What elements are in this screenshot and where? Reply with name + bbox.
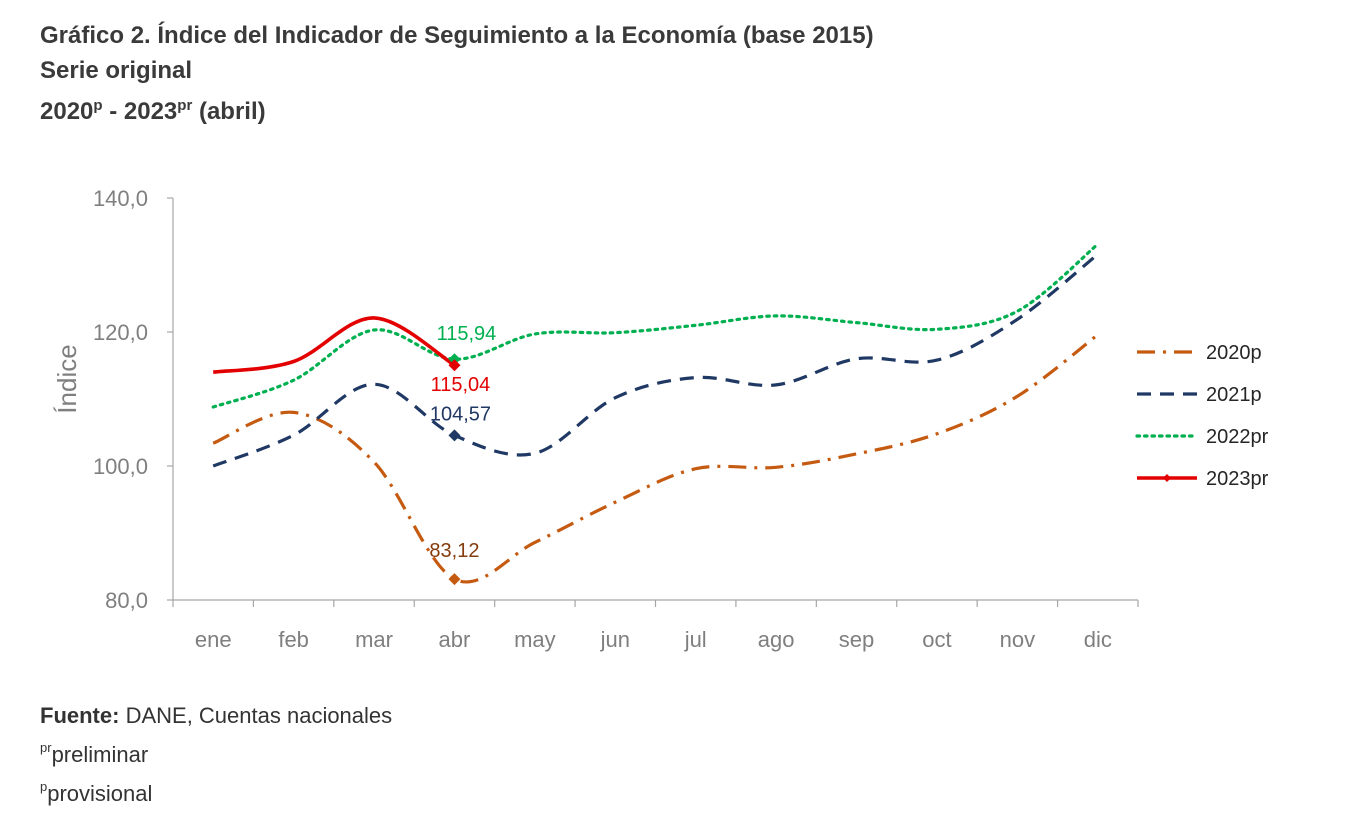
x-tick-label: feb [278,627,309,652]
data-point-2022pr [448,353,461,366]
x-tick-label: mar [355,627,393,652]
data-label-2022pr: 115,94 [437,323,497,345]
legend-label-2022pr: 2022pr [1206,426,1269,448]
x-tick-label: sep [839,627,874,652]
chart-footer: Fuente: DANE, Cuentas nacionales prpreli… [40,700,392,810]
legend-marker-2023pr [1163,474,1171,482]
series-line-2022pr [211,242,1100,409]
data-label-2023pr: 115,04 [431,374,491,396]
data-label-2020p: 83,12 [429,540,479,562]
data-point-2021p [448,429,461,442]
y-tick-label: 80,0 [105,588,148,613]
y-tick-label: 120,0 [93,320,148,345]
x-tick-label: may [514,627,556,652]
chart-period: 2020p - 2023pr (abril) [40,97,266,125]
data-point-2023pr [448,359,461,372]
x-tick-label: jul [684,627,707,652]
x-tick-label: ago [758,627,795,652]
y-axis-title: Índice [52,344,82,413]
x-tick-label: oct [922,627,951,652]
x-tick-label: jun [600,627,630,652]
series-line-2023pr [212,316,456,374]
source-note: Fuente: DANE, Cuentas nacionales [40,703,393,728]
series-line-2020p [212,333,1099,584]
y-tick-label: 140,0 [93,186,148,211]
x-tick-label: dic [1084,627,1112,652]
chart-title-block: Gráfico 2. Índice del Indicador de Segui… [40,18,874,129]
chart-subtitle: Serie original [40,57,193,84]
x-tick-label: nov [1000,627,1035,652]
data-label-2021p: 104,57 [430,403,491,425]
provisional-note: pprovisional [40,779,153,806]
legend-label-2020p: 2020p [1206,342,1262,364]
series-line-2021p [212,253,1099,468]
legend-label-2021p: 2021p [1206,384,1262,406]
legend-label-2023pr: 2023pr [1206,468,1269,490]
preliminary-note: prpreliminar [40,740,149,767]
data-point-2020p [448,573,461,586]
x-tick-label: abr [439,627,471,652]
x-tick-label: ene [195,627,232,652]
y-tick-label: 100,0 [93,454,148,479]
chart-title: Gráfico 2. Índice del Indicador de Segui… [40,22,874,49]
